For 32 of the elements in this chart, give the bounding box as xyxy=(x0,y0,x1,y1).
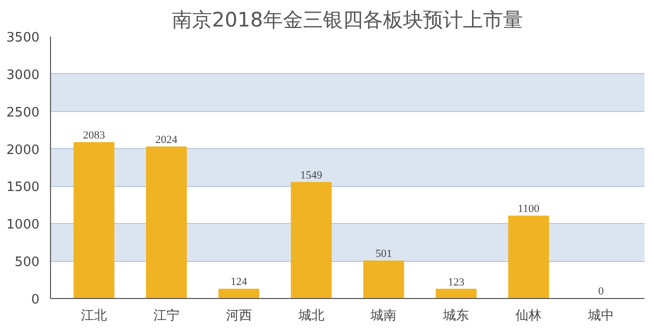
y-tick-label: 3000 xyxy=(6,68,40,83)
data-label: 501 xyxy=(375,248,392,260)
data-label: 1549 xyxy=(300,170,323,182)
bar xyxy=(508,216,550,298)
x-tick-label: 城北 xyxy=(297,308,324,324)
y-tick-label: 2000 xyxy=(6,142,40,158)
data-label: 123 xyxy=(448,276,465,288)
bar xyxy=(363,260,404,298)
y-tick-label: 1500 xyxy=(6,180,40,196)
x-tick-label: 城中 xyxy=(587,308,614,324)
bar xyxy=(74,142,114,298)
data-label: 0 xyxy=(598,286,604,298)
bar xyxy=(218,288,260,298)
y-tick-label: 500 xyxy=(14,255,40,270)
bar xyxy=(436,288,477,298)
bar xyxy=(290,182,332,298)
y-tick-label: 0 xyxy=(31,292,40,308)
x-tick-label: 江宁 xyxy=(153,308,180,324)
data-label: 124 xyxy=(230,276,248,288)
x-tick-label: 江北 xyxy=(80,308,107,324)
data-label: 2024 xyxy=(155,134,178,146)
data-label: 1100 xyxy=(518,203,540,216)
x-tick-label: 河西 xyxy=(226,308,252,324)
y-tick-label: 3500 xyxy=(6,30,40,46)
x-tick-label: 城南 xyxy=(370,308,397,324)
y-tick-label: 1000 xyxy=(6,218,40,233)
x-tick-label: 城东 xyxy=(442,308,470,324)
data-label: 2083 xyxy=(82,130,106,142)
chart-title: 南京2018年金三银四各板块预计上市量 xyxy=(172,8,523,32)
x-tick-label: 仙林 xyxy=(516,308,542,324)
bar xyxy=(146,146,187,298)
y-tick-label: 2500 xyxy=(6,105,40,120)
